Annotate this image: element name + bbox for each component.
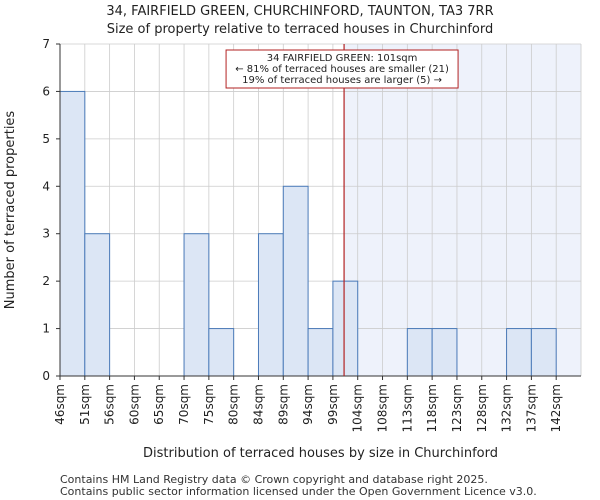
x-tick-label: 118sqm bbox=[425, 384, 439, 432]
x-tick-label: 123sqm bbox=[450, 384, 464, 432]
y-tick-label: 4 bbox=[42, 179, 50, 193]
x-tick-label: 65sqm bbox=[152, 384, 166, 425]
bar-51sqm bbox=[84, 233, 111, 377]
x-tick-label: 113sqm bbox=[400, 384, 414, 432]
annotation-line-larger: 19% of terraced houses are larger (5) → bbox=[242, 75, 442, 86]
x-tick-label: 84sqm bbox=[251, 384, 265, 425]
x-tick-label: 60sqm bbox=[127, 384, 141, 425]
x-tick-label: 137sqm bbox=[524, 384, 538, 432]
x-tick-label: 80sqm bbox=[227, 384, 241, 425]
x-tick-label: 99sqm bbox=[326, 384, 340, 425]
footer-copyright: Contains HM Land Registry data © Crown c… bbox=[60, 473, 488, 486]
x-tick-label: 128sqm bbox=[475, 384, 489, 432]
footer-licence: Contains public sector information licen… bbox=[60, 485, 537, 498]
x-axis-label: Distribution of terraced houses by size … bbox=[143, 446, 498, 461]
x-tick-label: 94sqm bbox=[301, 384, 315, 425]
y-tick-label: 1 bbox=[42, 322, 50, 336]
y-tick-label: 2 bbox=[42, 274, 50, 288]
bar-132sqm bbox=[506, 328, 532, 377]
bar-75sqm bbox=[208, 328, 235, 377]
y-tick-label: 6 bbox=[42, 84, 50, 98]
annotation-line-size: 34 FAIRFIELD GREEN: 101sqm bbox=[267, 53, 418, 64]
annotation-line-smaller: ← 81% of terraced houses are smaller (21… bbox=[235, 64, 449, 75]
bar-94sqm bbox=[307, 328, 334, 377]
bar-118sqm bbox=[431, 328, 458, 377]
x-tick-label: 104sqm bbox=[351, 384, 365, 432]
x-tick-label: 75sqm bbox=[202, 384, 216, 425]
bar-99sqm bbox=[332, 280, 359, 377]
bar-89sqm bbox=[282, 185, 309, 377]
x-tick-label: 142sqm bbox=[549, 384, 563, 432]
chart-title: 34, FAIRFIELD GREEN, CHURCHINFORD, TAUNT… bbox=[106, 4, 494, 19]
x-tick-label: 70sqm bbox=[177, 384, 191, 425]
bar-137sqm bbox=[530, 328, 557, 377]
bar-84sqm bbox=[257, 233, 284, 377]
x-tick-label: 132sqm bbox=[500, 384, 514, 432]
y-tick-label: 0 bbox=[42, 369, 50, 383]
bar-46sqm bbox=[59, 90, 86, 377]
x-tick-label: 51sqm bbox=[78, 384, 92, 425]
y-axis-label: Number of terraced properties bbox=[3, 111, 18, 310]
x-tick-label: 46sqm bbox=[53, 384, 67, 425]
bar-113sqm bbox=[406, 328, 433, 377]
y-tick-label: 3 bbox=[42, 227, 50, 241]
chart-subtitle: Size of property relative to terraced ho… bbox=[106, 22, 494, 37]
y-tick-label: 5 bbox=[42, 132, 50, 146]
x-tick-label: 108sqm bbox=[376, 384, 390, 432]
y-tick-label: 7 bbox=[42, 37, 50, 51]
larger-region-shade bbox=[344, 44, 581, 376]
x-tick-label: 89sqm bbox=[276, 384, 290, 425]
annotation-box bbox=[225, 49, 459, 89]
x-tick-label: 56sqm bbox=[103, 384, 117, 425]
bar-70sqm bbox=[183, 233, 210, 377]
